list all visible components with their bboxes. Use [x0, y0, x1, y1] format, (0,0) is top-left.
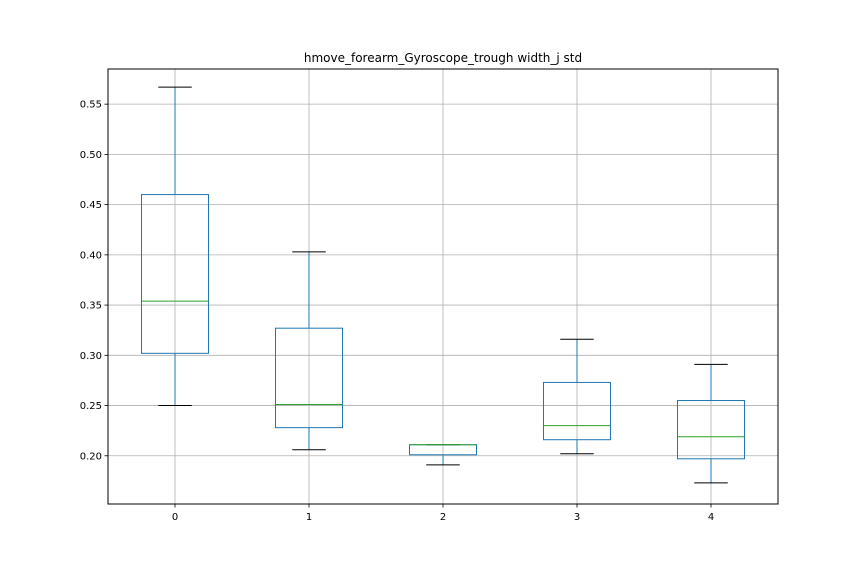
- y-tick-label: 0.25: [80, 401, 102, 412]
- box-group-2: [409, 444, 477, 466]
- y-tick-label: 0.30: [80, 351, 102, 362]
- y-tick-label: 0.55: [80, 100, 102, 111]
- box-iqr: [275, 327, 343, 429]
- box-iqr: [543, 381, 611, 441]
- x-tick-label: 0: [172, 512, 178, 523]
- x-tick-label: 4: [708, 512, 714, 523]
- y-tick-label: 0.40: [80, 250, 102, 261]
- tick-layer: 0.20 0.25 0.30 0.35 0.40 0.45 0.50 0.55 0 1 2 3 4: [80, 100, 714, 523]
- box-iqr: [677, 400, 745, 460]
- box-iqr: [141, 194, 209, 354]
- y-tick-label: 0.35: [80, 301, 102, 312]
- box-group-4: [677, 363, 745, 484]
- grid-layer: [108, 69, 778, 504]
- y-tick-label: 0.50: [80, 150, 102, 161]
- box-group-1: [275, 251, 343, 451]
- y-tick-label: 0.20: [80, 451, 102, 462]
- y-tick-label: 0.45: [80, 200, 102, 211]
- chart-title: hmove_forearm_Gyroscope_trough width_j s…: [304, 51, 582, 65]
- x-tick-label: 1: [306, 512, 312, 523]
- box-group-0: [141, 86, 209, 407]
- x-tick-label: 2: [440, 512, 446, 523]
- box-layer: [141, 86, 745, 484]
- x-tick-label: 3: [574, 512, 580, 523]
- box-group-3: [543, 338, 611, 455]
